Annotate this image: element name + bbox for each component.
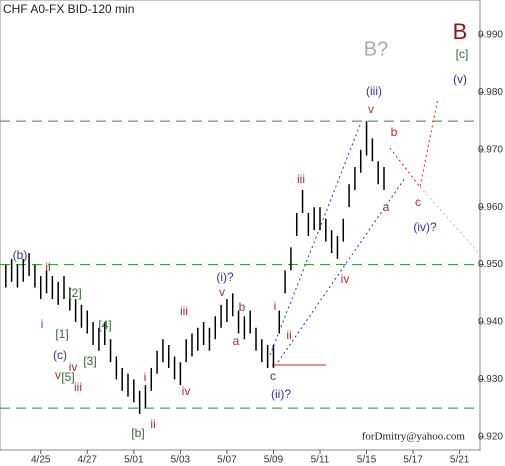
y-tick-label: 0.980: [478, 87, 503, 98]
y-tick-label: 0.970: [478, 144, 503, 155]
wave-label: [5]: [61, 370, 74, 384]
wave-label: i: [144, 370, 147, 384]
wave-label: a: [383, 200, 390, 214]
wave-label: (iv)?: [413, 220, 437, 234]
wave-label: a: [233, 334, 240, 348]
wave-label: i: [41, 317, 44, 331]
wave-label: (iii): [366, 84, 382, 98]
y-tick-label: 0.990: [478, 30, 503, 41]
x-tick-label: 4/25: [31, 455, 51, 466]
wave-label: b: [239, 300, 246, 314]
wave-label: (v): [453, 72, 467, 86]
wave-label: iv: [182, 384, 191, 398]
wave-label: B: [453, 19, 468, 44]
x-tick-label: 5/03: [171, 455, 191, 466]
wave-label: b: [391, 125, 398, 139]
wave-label: [4]: [98, 318, 111, 332]
wave-label: v: [219, 285, 225, 299]
chart-title: CHF A0-FX BID-120 min: [3, 2, 134, 16]
wave-label: [b]: [131, 426, 144, 440]
x-tick-label: 5/15: [357, 455, 377, 466]
wave-label: iii: [180, 304, 188, 318]
x-tick-label: 5/11: [311, 455, 330, 466]
projection: [389, 97, 439, 189]
wave-label: iii: [297, 172, 305, 186]
wave-label: c: [270, 369, 276, 383]
wave-label: iv: [341, 272, 350, 286]
wave-label: ii: [150, 417, 155, 431]
wave-label: iv: [69, 360, 78, 374]
wave-label: [1]: [55, 327, 68, 341]
wave-label: [c]: [456, 47, 469, 61]
wave-label: (c): [53, 348, 67, 362]
wave-label: (b): [13, 248, 28, 262]
wave-label: v: [368, 102, 374, 116]
channel-upper: [269, 124, 361, 356]
wave-label: c: [415, 195, 421, 209]
wave-label: [2]: [68, 286, 81, 300]
wave-label: (ii)?: [271, 387, 291, 401]
x-tick-label: 5/21: [450, 455, 470, 466]
x-tick-label: 4/27: [78, 455, 98, 466]
wave-label: iii: [74, 380, 82, 394]
x-tick-label: 5/01: [124, 455, 144, 466]
x-tick-label: 5/07: [217, 455, 237, 466]
x-tick-label: 5/17: [403, 455, 423, 466]
wave-label: [3]: [83, 354, 96, 368]
y-tick-label: 0.940: [478, 317, 503, 328]
y-tick-label: 0.920: [478, 431, 503, 442]
wave-label: ii: [286, 328, 291, 342]
y-tick-label: 0.950: [478, 259, 503, 270]
wave-label: (i)?: [216, 270, 234, 284]
plot-area: [0, 0, 481, 451]
wave-label: v: [55, 368, 61, 382]
y-tick-label: 0.960: [478, 202, 503, 213]
wave-label: i: [274, 299, 277, 313]
credit: forDmitry@yahoo.com: [362, 431, 466, 443]
channel-lower: [277, 177, 406, 363]
wave-label: ii: [45, 260, 50, 274]
x-tick-label: 5/09: [264, 455, 284, 466]
y-tick-label: 0.930: [478, 374, 503, 385]
wave-label: B?: [364, 38, 388, 60]
